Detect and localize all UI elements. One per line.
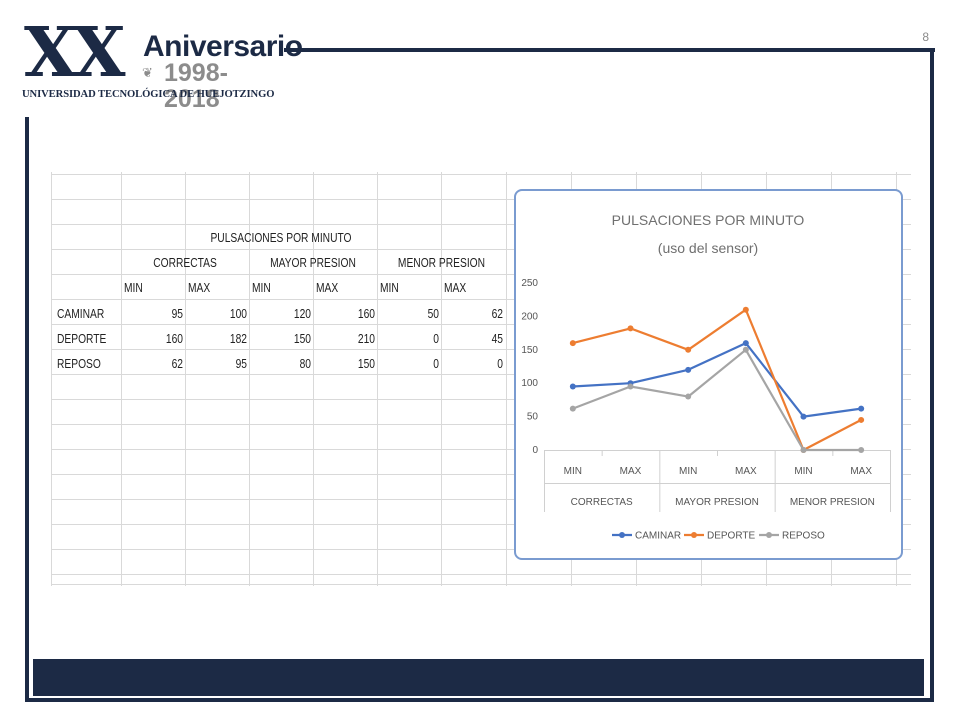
data-point-deporte — [569, 340, 576, 347]
table-cell: 100 — [229, 307, 247, 321]
page-number: 8 — [922, 30, 929, 44]
data-point-deporte — [742, 306, 749, 313]
x-tick-label: MIN — [679, 466, 697, 477]
logo-university-name: UNIVERSIDAD TECNOLÓGICA DE HUEJOTZINGO — [22, 89, 275, 100]
table-cell: 182 — [229, 332, 247, 346]
table-row-label: DEPORTE — [57, 332, 107, 346]
x-tick-label: MAX — [850, 466, 872, 477]
table-cell: 150 — [293, 332, 311, 346]
table-subheader: MAX — [316, 281, 339, 295]
data-point-reposo — [858, 447, 865, 453]
data-point-reposo — [685, 393, 692, 400]
x-tick-label: MIN — [794, 466, 812, 477]
table-title: PULSACIONES POR MINUTO — [210, 231, 352, 245]
data-point-caminar — [569, 383, 576, 390]
table-subheader: MIN — [252, 281, 271, 295]
data-point-reposo — [742, 346, 749, 353]
legend-marker — [619, 532, 625, 538]
table-cell: 0 — [497, 357, 503, 371]
chart-subtitle: (uso del sensor) — [658, 240, 758, 256]
table-cell: 0 — [433, 332, 439, 346]
y-tick-label: 50 — [527, 412, 539, 423]
table-cell: 62 — [491, 307, 503, 321]
frame-top-rule — [284, 48, 935, 52]
table-subheader: MAX — [444, 281, 467, 295]
data-point-reposo — [800, 447, 807, 453]
table-cell: 0 — [433, 357, 439, 371]
y-tick-label: 0 — [532, 445, 538, 456]
legend-label: REPOSO — [782, 531, 825, 542]
frame-right-rule — [930, 48, 934, 702]
y-tick-label: 100 — [521, 378, 538, 389]
data-point-deporte — [627, 325, 634, 332]
table-cell: 95 — [171, 307, 183, 321]
frame-left-rule — [25, 117, 29, 702]
table-subheader: MIN — [380, 281, 399, 295]
table-subheader: MIN — [124, 281, 143, 295]
table-cell: 50 — [427, 307, 439, 321]
x-group-label: MAYOR PRESION — [675, 497, 759, 508]
data-point-caminar — [800, 413, 807, 420]
logo-roman-numeral: XX — [24, 13, 126, 93]
table-group-header: CORRECTAS — [153, 256, 217, 270]
table-group-header: MAYOR PRESION — [270, 256, 356, 270]
y-tick-label: 150 — [521, 345, 538, 356]
data-point-deporte — [685, 346, 692, 353]
series-line-deporte — [572, 308, 862, 452]
data-point-caminar — [858, 405, 865, 412]
logo-years: 1998-2018 — [164, 59, 228, 113]
data-point-deporte — [858, 416, 865, 423]
series-line-reposo — [572, 348, 862, 452]
data-point-caminar — [685, 366, 692, 373]
table-group-header: MENOR PRESION — [397, 256, 486, 270]
x-group-label: CORRECTAS — [571, 497, 633, 508]
table-subheader: MAX — [188, 281, 211, 295]
table-cell: 80 — [299, 357, 311, 371]
spreadsheet-image: PULSACIONES POR MINUTO CORRECTAS MAYOR PRE… — [51, 172, 911, 586]
table-cell: 150 — [357, 357, 375, 371]
data-point-reposo — [627, 383, 634, 390]
legend-marker — [691, 532, 697, 538]
x-group-label: MENOR PRESION — [790, 497, 875, 508]
legend-label: CAMINAR — [635, 531, 681, 542]
legend-marker — [766, 532, 772, 538]
y-tick-label: 200 — [521, 311, 538, 322]
x-tick-label: MIN — [564, 466, 582, 477]
logo-title: Aniversario — [143, 30, 303, 63]
table-cell: 210 — [357, 332, 375, 346]
chart-title: PULSACIONES POR MINUTO — [612, 212, 805, 228]
table-cell: 45 — [491, 332, 503, 346]
series-line-caminar — [572, 342, 862, 418]
table-row-label: REPOSO — [57, 357, 101, 371]
x-tick-label: MAX — [620, 466, 642, 477]
y-tick-label: 250 — [521, 278, 538, 289]
frame-bottom-rule — [25, 698, 934, 702]
table-row-label: CAMINAR — [57, 307, 105, 321]
table-cell: 95 — [235, 357, 247, 371]
data-point-caminar — [742, 340, 749, 347]
table-cell: 62 — [171, 357, 183, 371]
legend-label: DEPORTE — [707, 531, 755, 542]
chart-svg: PULSACIONES POR MINUTO (uso del sensor) … — [521, 212, 891, 542]
table-cell: 160 — [165, 332, 183, 346]
table-cell: 120 — [293, 307, 311, 321]
footer-bar — [33, 659, 924, 696]
table-cell: 160 — [357, 307, 375, 321]
line-chart: PULSACIONES POR MINUTO (uso del sensor) … — [514, 189, 903, 560]
seal-icon: ❦ — [142, 65, 153, 80]
data-point-reposo — [569, 405, 576, 412]
x-tick-label: MAX — [735, 466, 757, 477]
anniversary-logo: XX Aniversario ❦ 1998-2018 UNIVERSIDAD T… — [22, 13, 303, 112]
